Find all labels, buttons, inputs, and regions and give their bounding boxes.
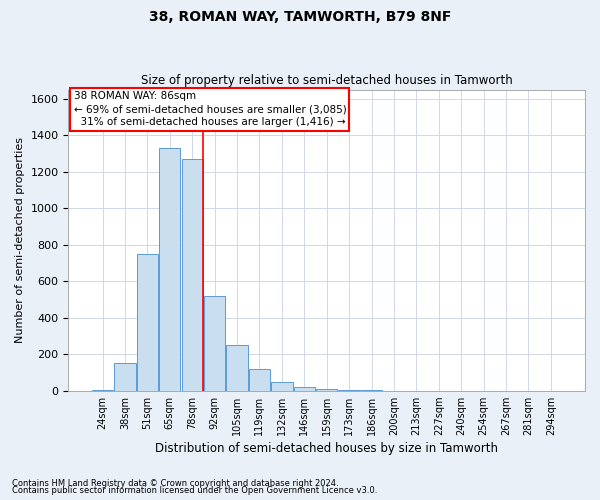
Text: Contains HM Land Registry data © Crown copyright and database right 2024.: Contains HM Land Registry data © Crown c…: [12, 478, 338, 488]
Bar: [182, 159, 203, 390]
Text: 38 ROMAN WAY: 86sqm
← 69% of semi-detached houses are smaller (3,085)
  31% of s: 38 ROMAN WAY: 86sqm ← 69% of semi-detach…: [74, 91, 346, 128]
X-axis label: Distribution of semi-detached houses by size in Tamworth: Distribution of semi-detached houses by …: [155, 442, 498, 455]
Title: Size of property relative to semi-detached houses in Tamworth: Size of property relative to semi-detach…: [141, 74, 512, 87]
Bar: [115, 364, 136, 390]
Y-axis label: Number of semi-detached properties: Number of semi-detached properties: [15, 137, 25, 343]
Bar: [249, 369, 270, 390]
Text: Contains public sector information licensed under the Open Government Licence v3: Contains public sector information licen…: [12, 486, 377, 495]
Bar: [316, 389, 337, 390]
Text: 38, ROMAN WAY, TAMWORTH, B79 8NF: 38, ROMAN WAY, TAMWORTH, B79 8NF: [149, 10, 451, 24]
Bar: [271, 382, 293, 390]
Bar: [159, 148, 181, 390]
Bar: [204, 296, 225, 390]
Bar: [293, 387, 315, 390]
Bar: [226, 345, 248, 391]
Bar: [137, 254, 158, 390]
